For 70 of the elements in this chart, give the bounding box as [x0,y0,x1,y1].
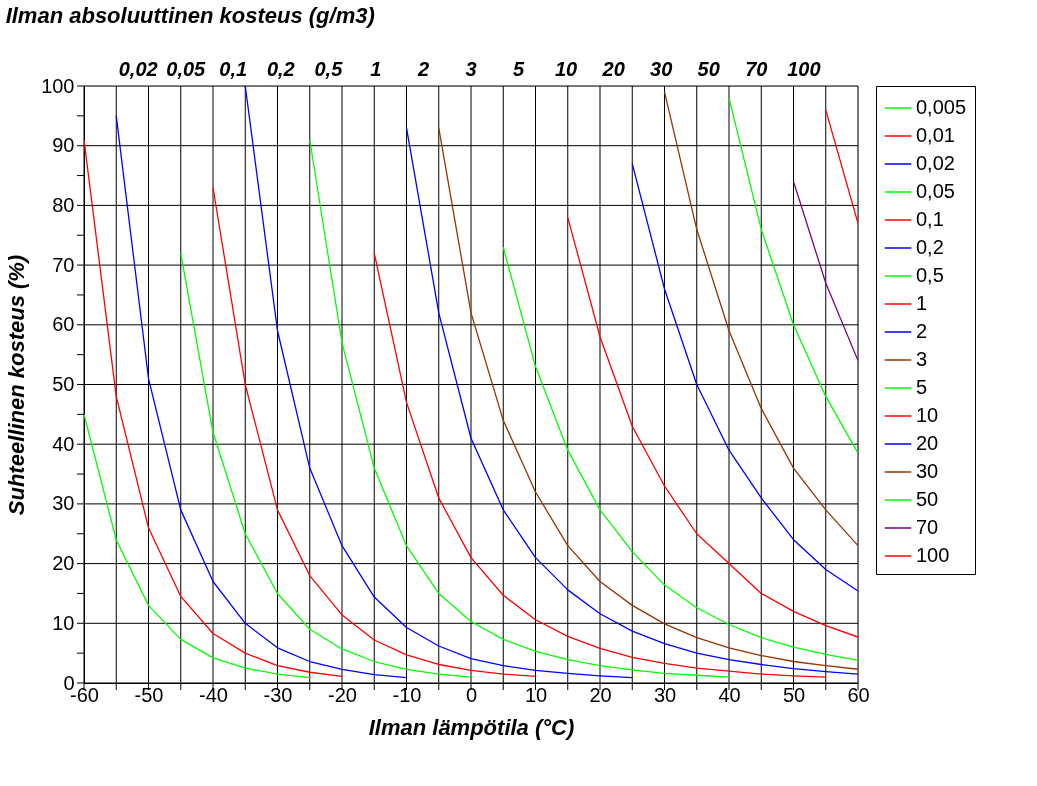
line-series [212,186,537,678]
line-series [244,86,633,679]
line-series [663,91,858,547]
line-series [309,139,730,678]
legend-label: 70 [916,516,939,538]
chart-title: Ilman absoluuttinen kosteus (g/m3) [5,3,375,28]
y-tick-label: 80 [52,193,75,216]
line-series [502,246,858,661]
legend-label: 30 [916,460,939,482]
legend-label: 0,05 [916,180,955,202]
x-tick-label: -10 [392,683,422,706]
line-series [373,252,827,678]
x-tick-label: -50 [134,683,164,706]
x-tick-label: 20 [589,683,612,706]
x-tick-label: 40 [718,683,741,706]
y-tick-label: 50 [52,373,75,395]
line-series [631,162,858,592]
y-tick-label: 100 [41,74,75,97]
text: 0,1 [219,58,248,80]
text: 0,02 [118,58,158,80]
text: 0,5 [314,58,344,80]
legend-label: 0,1 [916,208,944,230]
x-tick-label: 60 [847,683,870,706]
y-tick-label: 90 [52,134,75,157]
x-axis-title: Ilman lämpötila (°C) [368,714,575,740]
text: 0,2 [266,58,295,80]
legend-label: 0,5 [916,264,944,286]
x-tick-label: 30 [653,683,677,706]
x-tick-label: 0 [465,683,478,706]
legend-label: 100 [916,544,950,566]
text: 70 [745,58,768,80]
line-series [180,252,472,678]
y-tick-label: 10 [52,611,75,634]
legend-label: 3 [916,348,928,370]
y-tick-label: 60 [52,313,75,336]
legend-label: 1 [916,292,928,314]
text: 5 [512,58,525,80]
line-series [84,413,311,679]
text: 30 [650,58,673,80]
x-tick-label: -40 [199,683,228,706]
text: 100 [787,58,821,80]
text: 3 [465,58,477,80]
legend-label: 20 [916,432,939,454]
legend-label: 0,01 [916,124,955,146]
legend-label: 50 [916,488,939,510]
legend-label: 5 [916,376,928,398]
y-tick-label: 40 [52,432,75,455]
legend-label: 0,02 [916,152,955,174]
legend-label: 2 [916,320,928,342]
legend-label: 0,2 [916,236,944,258]
line-series [567,216,858,638]
y-tick-label: 20 [52,552,75,575]
text: 2 [416,58,430,80]
text: 0,05 [166,58,207,80]
text: 50 [697,58,720,80]
y-tick-label: 30 [52,492,75,515]
text: 20 [601,58,625,80]
text: 10 [554,58,578,80]
x-tick-label: 10 [524,683,548,706]
x-tick-label: 50 [782,683,806,706]
legend-label: 0,005 [916,96,967,118]
text: 1 [370,58,382,80]
x-tick-label: -30 [263,683,293,706]
line-series [84,139,343,678]
line-series [728,97,858,454]
y-axis-title: Suhteellinen kosteus (%) [4,254,30,516]
y-tick-label: 70 [52,253,75,276]
legend-label: 10 [916,404,939,426]
line-series [115,115,408,679]
x-tick-label: -20 [328,683,357,706]
